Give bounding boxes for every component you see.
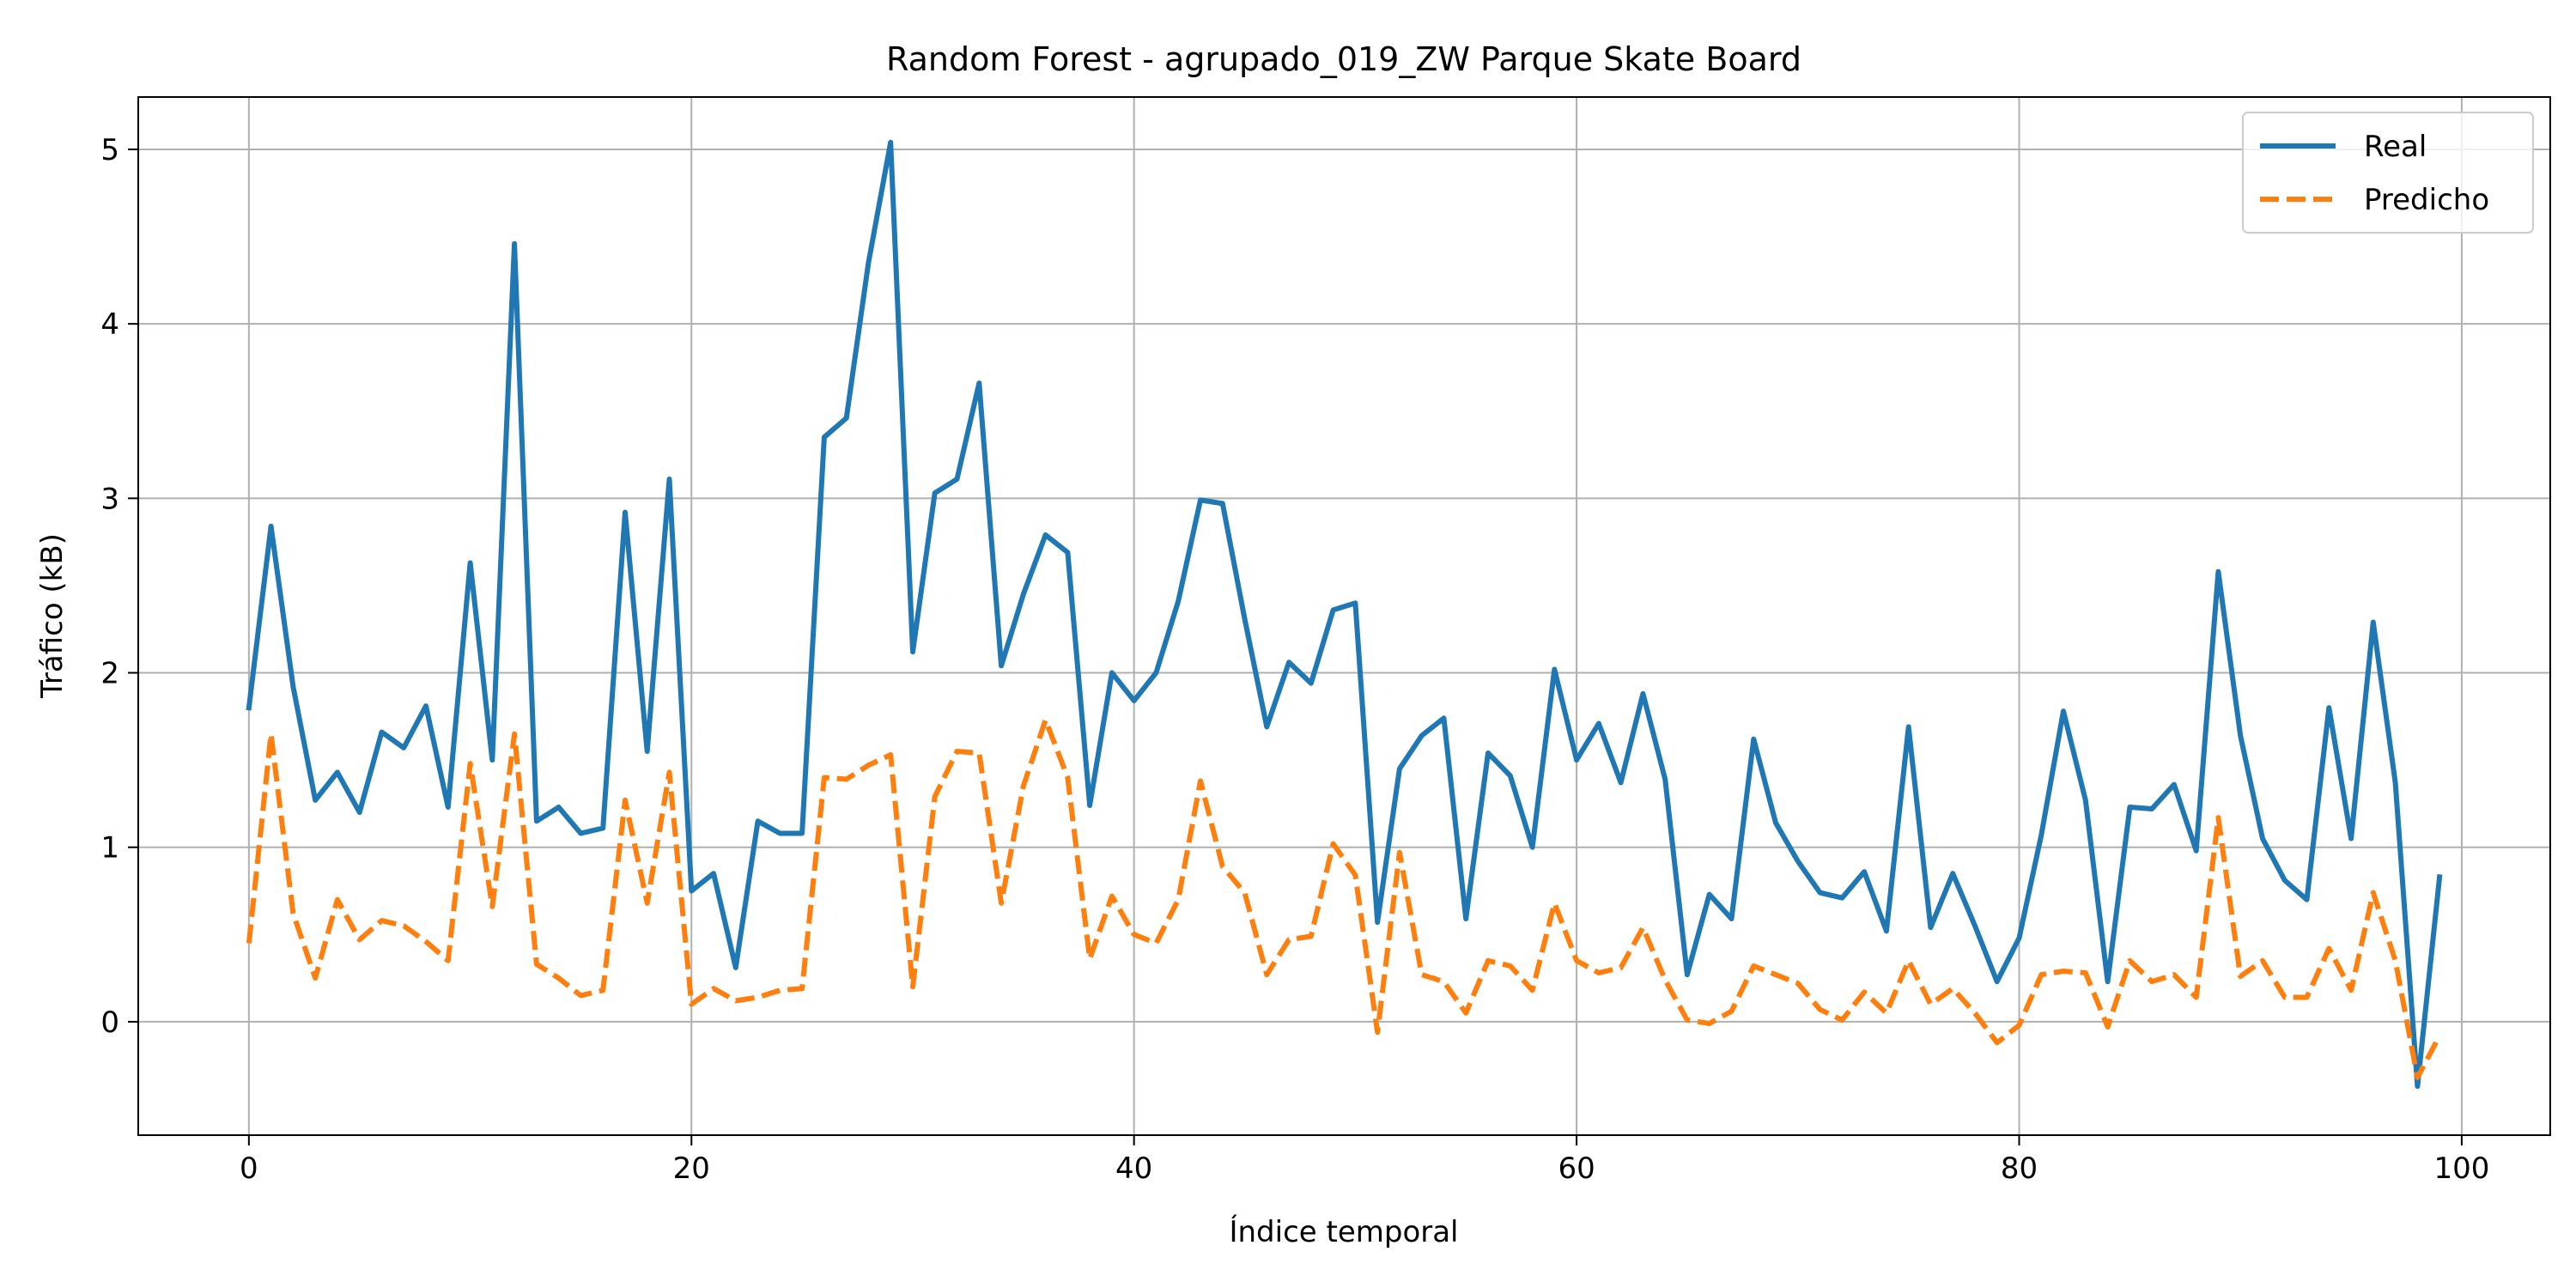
x-tick-label: 20: [673, 1151, 710, 1186]
plot-frame: [137, 96, 2551, 1136]
chart-title: Random Forest - agrupado_019_ZW Parque S…: [886, 40, 1801, 78]
legend-label-predicho: Predicho: [2364, 183, 2489, 217]
grid-lines: [138, 97, 2550, 1135]
x-tick-label: 0: [240, 1151, 258, 1186]
y-tick-label: 1: [100, 831, 119, 866]
legend-label-real: Real: [2364, 130, 2427, 164]
y-axis-label: Tráfico (kB): [35, 533, 70, 699]
axis-ticks: 0 20 40 60 80 100 0 1 2 3 4 5: [100, 133, 2489, 1186]
x-tick-label: 40: [1115, 1151, 1152, 1186]
x-tick-label: 80: [2001, 1151, 2038, 1186]
y-tick-label: 4: [100, 307, 119, 342]
x-axis-label: Índice temporal: [1229, 1214, 1458, 1249]
legend: Real Predicho: [2242, 112, 2534, 234]
y-tick-label: 5: [100, 133, 119, 167]
series-lines: [246, 139, 2443, 1090]
y-tick-label: 0: [100, 1005, 119, 1040]
series-line-real: [246, 139, 2443, 1090]
x-tick-label: 100: [2433, 1151, 2489, 1186]
x-tick-label: 60: [1558, 1151, 1595, 1186]
y-tick-label: 3: [100, 482, 119, 516]
y-tick-label: 2: [100, 657, 119, 691]
legend-box: [2242, 112, 2534, 234]
